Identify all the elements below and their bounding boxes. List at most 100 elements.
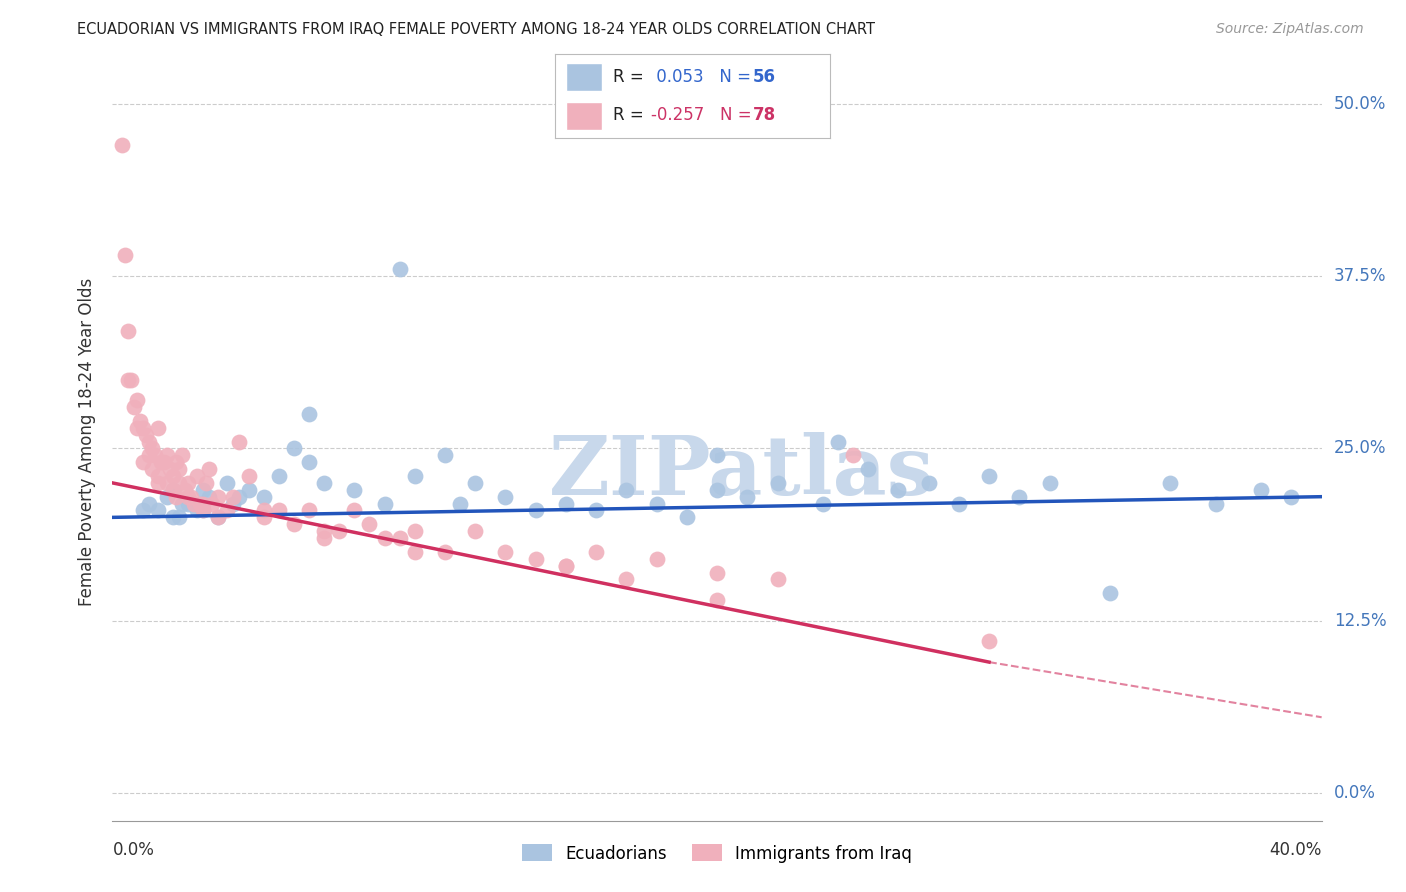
- Point: [554, 558, 576, 573]
- Point: [1159, 475, 1181, 490]
- Point: [110, 138, 132, 153]
- Text: Source: ZipAtlas.com: Source: ZipAtlas.com: [1216, 22, 1364, 37]
- Point: [146, 421, 169, 435]
- Point: [122, 400, 145, 414]
- Point: [616, 573, 638, 587]
- Point: [117, 372, 139, 386]
- Point: [156, 475, 179, 490]
- Point: [228, 434, 250, 449]
- Point: [524, 503, 547, 517]
- Point: [328, 524, 350, 538]
- Point: [706, 566, 728, 580]
- Point: [177, 497, 200, 511]
- Point: [267, 469, 290, 483]
- Point: [948, 497, 970, 511]
- Point: [283, 517, 305, 532]
- Point: [198, 462, 221, 476]
- Point: [404, 545, 426, 559]
- Point: [737, 490, 759, 504]
- Point: [191, 503, 215, 517]
- Point: [253, 490, 276, 504]
- Point: [343, 483, 366, 497]
- Point: [198, 490, 221, 504]
- Point: [143, 448, 166, 462]
- Point: [141, 442, 163, 456]
- Point: [177, 475, 200, 490]
- Point: [979, 469, 1001, 483]
- Text: 78: 78: [752, 106, 776, 124]
- Point: [388, 531, 411, 545]
- Point: [222, 490, 245, 504]
- Point: [811, 497, 834, 511]
- Point: [186, 469, 208, 483]
- Text: 12.5%: 12.5%: [1334, 612, 1386, 630]
- Text: ZIPatlas: ZIPatlas: [548, 432, 934, 512]
- Point: [374, 531, 396, 545]
- Point: [207, 490, 229, 504]
- Point: [404, 469, 426, 483]
- Point: [298, 503, 321, 517]
- Point: [434, 545, 457, 559]
- Point: [827, 434, 849, 449]
- Point: [283, 442, 305, 456]
- Point: [267, 503, 290, 517]
- Point: [135, 427, 157, 442]
- Point: [298, 407, 321, 421]
- Point: [146, 469, 169, 483]
- Point: [706, 593, 728, 607]
- Point: [585, 503, 607, 517]
- Point: [170, 497, 193, 511]
- Point: [298, 455, 321, 469]
- Point: [524, 551, 547, 566]
- Point: [706, 483, 728, 497]
- Point: [177, 490, 200, 504]
- Text: 0.0%: 0.0%: [112, 841, 155, 859]
- Point: [125, 393, 148, 408]
- Point: [766, 475, 789, 490]
- Point: [858, 462, 880, 476]
- Point: [766, 573, 789, 587]
- Point: [676, 510, 699, 524]
- Y-axis label: Female Poverty Among 18-24 Year Olds: Female Poverty Among 18-24 Year Olds: [77, 277, 96, 606]
- Point: [979, 634, 1001, 648]
- Bar: [567, 62, 602, 91]
- Point: [195, 475, 218, 490]
- Text: 40.0%: 40.0%: [1270, 841, 1322, 859]
- Point: [616, 483, 638, 497]
- Point: [464, 475, 486, 490]
- Point: [1205, 497, 1227, 511]
- Point: [167, 475, 190, 490]
- Point: [1008, 490, 1031, 504]
- Point: [554, 558, 576, 573]
- Point: [314, 524, 336, 538]
- Point: [918, 475, 941, 490]
- Point: [156, 448, 179, 462]
- Point: [156, 490, 179, 504]
- Point: [149, 455, 172, 469]
- Point: [554, 497, 576, 511]
- Point: [314, 531, 336, 545]
- Point: [138, 434, 160, 449]
- Point: [141, 462, 163, 476]
- Point: [162, 469, 184, 483]
- Point: [207, 510, 229, 524]
- Point: [138, 448, 160, 462]
- Point: [167, 510, 190, 524]
- Bar: [567, 102, 602, 130]
- Point: [180, 490, 202, 504]
- Text: 50.0%: 50.0%: [1334, 95, 1386, 112]
- Point: [132, 421, 155, 435]
- Point: [1099, 586, 1122, 600]
- Text: R =: R =: [613, 68, 650, 86]
- Point: [138, 497, 160, 511]
- Point: [645, 497, 668, 511]
- Point: [238, 483, 260, 497]
- Point: [1250, 483, 1272, 497]
- Point: [449, 497, 471, 511]
- Point: [585, 545, 607, 559]
- Point: [217, 503, 239, 517]
- Text: ECUADORIAN VS IMMIGRANTS FROM IRAQ FEMALE POVERTY AMONG 18-24 YEAR OLDS CORRELAT: ECUADORIAN VS IMMIGRANTS FROM IRAQ FEMAL…: [77, 22, 876, 37]
- Point: [162, 483, 184, 497]
- Point: [191, 503, 215, 517]
- Point: [253, 510, 276, 524]
